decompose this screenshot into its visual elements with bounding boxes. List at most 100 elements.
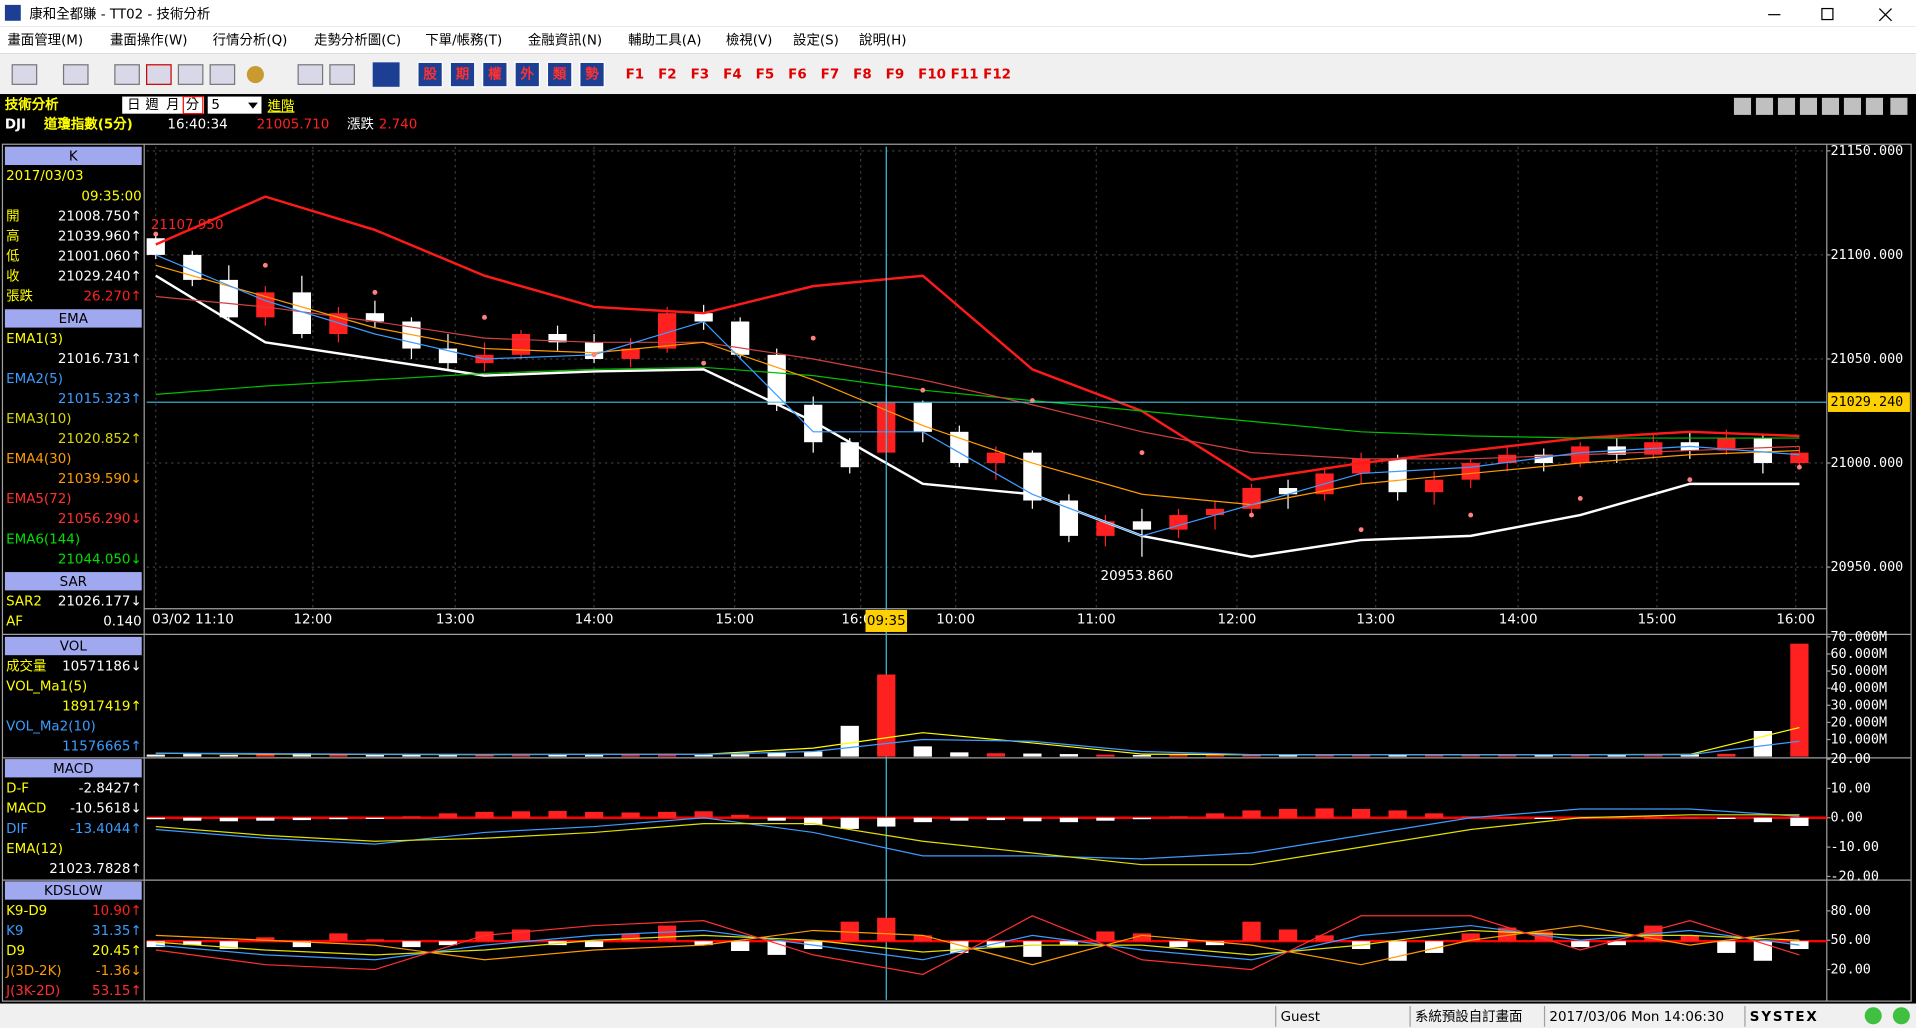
candle-body: [1425, 479, 1444, 493]
bar: [219, 941, 238, 950]
bar: [548, 754, 567, 757]
function-key[interactable]: F10: [918, 68, 946, 83]
cursor-y-label: 21029.240: [1830, 395, 1903, 410]
market-button[interactable]: [514, 61, 541, 88]
candle-body: [657, 313, 677, 349]
period-option[interactable]: 日: [127, 98, 140, 113]
tool-icon[interactable]: [11, 64, 38, 85]
function-key[interactable]: F9: [886, 68, 905, 83]
interval-select[interactable]: [207, 96, 262, 114]
market-button-label[interactable]: 股: [423, 67, 437, 83]
indicator-line: [155, 366, 1800, 439]
market-button-label[interactable]: 類: [553, 66, 567, 83]
tool-icon[interactable]: [146, 64, 172, 85]
bar: [548, 811, 567, 818]
function-key[interactable]: F3: [691, 68, 710, 83]
section-header: [4, 636, 142, 656]
market-button[interactable]: [417, 61, 443, 88]
bar: [657, 753, 677, 757]
indicator-label: K9: [6, 924, 23, 939]
sar-dot: [701, 360, 707, 366]
market-button-label[interactable]: 期: [456, 67, 469, 83]
bar: [1461, 754, 1480, 757]
tool-icon[interactable]: [209, 64, 236, 85]
status-icon: [1864, 1007, 1882, 1025]
status-text: Guest: [1281, 1010, 1320, 1025]
function-key[interactable]: F12: [983, 68, 1011, 83]
candle-body: [694, 313, 713, 322]
market-button-label[interactable]: 外: [521, 66, 535, 83]
candle-body: [292, 292, 311, 335]
menu-item[interactable]: 檢視(V): [726, 31, 773, 48]
candle-body: [731, 321, 750, 355]
indicator-value: 11576665↑: [62, 740, 142, 755]
advanced-link[interactable]: 進階: [268, 98, 295, 114]
menu-item[interactable]: 行情分析(Q): [213, 32, 288, 48]
panel-tool[interactable]: [1890, 97, 1908, 115]
period-option[interactable]: 分: [186, 97, 200, 113]
function-key[interactable]: F7: [821, 68, 840, 83]
function-key[interactable]: F4: [723, 68, 742, 83]
panel-tool[interactable]: [1755, 97, 1774, 115]
bar: [1169, 816, 1188, 818]
tool-icon[interactable]: [329, 64, 355, 85]
indicator-value: -10.5618↓: [70, 802, 142, 817]
menu-item[interactable]: 設定(S): [793, 32, 839, 48]
panel-tool[interactable]: [1843, 97, 1862, 115]
indicator-value: 21056.290↓: [58, 512, 142, 527]
bar: [1571, 941, 1590, 948]
menu-item[interactable]: 輔助工具(A): [628, 32, 701, 48]
menu-item[interactable]: 下單/帳務(T): [425, 32, 502, 48]
market-button-label[interactable]: 勢: [585, 66, 599, 83]
tool-icon[interactable]: [114, 64, 140, 85]
panel-tool[interactable]: [1865, 97, 1884, 115]
function-key[interactable]: F5: [756, 68, 775, 83]
period-active[interactable]: [182, 95, 204, 115]
function-key[interactable]: F8: [853, 68, 872, 83]
bar: [1205, 941, 1225, 946]
function-key[interactable]: F6: [788, 68, 807, 83]
indicator-value: 21044.050↓: [58, 552, 142, 567]
market-button[interactable]: [546, 61, 573, 88]
panel-tool[interactable]: [1777, 97, 1796, 115]
bar: [1607, 754, 1626, 757]
tool-icon[interactable]: [246, 66, 264, 84]
tool-icon[interactable]: [372, 62, 400, 87]
menu-item[interactable]: 畫面操作(W): [110, 32, 188, 48]
y-tick-label: 70.000M: [1830, 630, 1887, 645]
tool-icon[interactable]: [177, 64, 204, 85]
menu-item[interactable]: 金融資訊(N): [528, 32, 602, 48]
menu-item[interactable]: 說明(H): [859, 32, 906, 48]
y-tick-label: 0.00: [1830, 811, 1862, 826]
indicator-value: 09:35:00: [81, 189, 141, 204]
y-tick-label: 21150.000: [1830, 144, 1903, 159]
indicator-label: J(3K-2D): [5, 984, 60, 999]
market-button-label[interactable]: 權: [488, 66, 502, 83]
maximize-button[interactable]: [1821, 7, 1834, 21]
function-key[interactable]: F11: [951, 68, 979, 83]
market-button[interactable]: [482, 61, 508, 88]
panel-tool[interactable]: [1799, 97, 1818, 115]
bar: [621, 933, 640, 942]
market-button[interactable]: [449, 61, 476, 88]
market-button[interactable]: [579, 61, 605, 88]
function-key[interactable]: F2: [658, 68, 677, 83]
close-button[interactable]: [1878, 8, 1892, 22]
interval-value[interactable]: 5: [211, 98, 220, 113]
panel-tool[interactable]: [1821, 97, 1840, 115]
bar: [840, 817, 859, 829]
tool-icon[interactable]: [62, 64, 89, 85]
function-key[interactable]: F1: [626, 68, 645, 83]
section-header: [4, 146, 142, 166]
bar: [329, 754, 348, 757]
period-option[interactable]: 週: [145, 97, 159, 113]
panel-tool[interactable]: [1733, 97, 1752, 115]
menu-item[interactable]: 走勢分析圖(C): [314, 32, 401, 48]
menu-item[interactable]: 畫面管理(M): [7, 31, 83, 48]
x-tick-label: 14:00: [1499, 613, 1538, 628]
tool-icon[interactable]: [297, 64, 324, 85]
period-option[interactable]: 月: [166, 98, 179, 113]
indicator-value: 18917419↑: [62, 700, 142, 715]
bar: [950, 752, 969, 757]
sar-dot: [591, 352, 597, 358]
